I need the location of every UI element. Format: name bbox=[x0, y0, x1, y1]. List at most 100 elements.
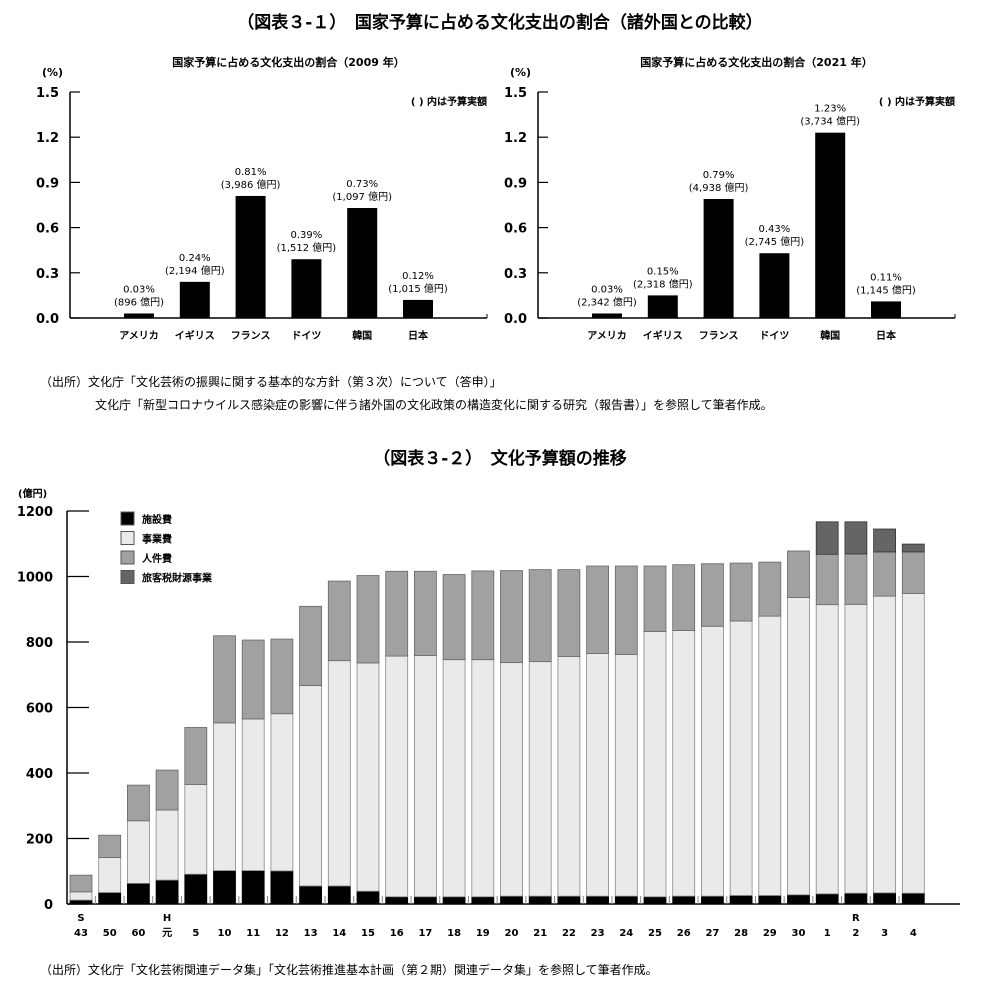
value-label: 1.23% bbox=[814, 104, 846, 115]
legend-label: 事業費 bbox=[142, 533, 172, 546]
project-segment bbox=[586, 653, 609, 897]
facility-segment bbox=[901, 892, 925, 905]
facility-segment bbox=[672, 895, 696, 905]
facility-segment bbox=[873, 892, 896, 905]
personnel-segment bbox=[500, 570, 523, 664]
category-label: 4 bbox=[910, 928, 917, 939]
y-tick-label: 0.0 bbox=[504, 312, 527, 327]
personnel-segment bbox=[213, 635, 236, 724]
amount-label: (2,194 億円) bbox=[165, 264, 225, 277]
bar bbox=[647, 295, 678, 318]
category-label: 60 bbox=[131, 928, 145, 939]
bar bbox=[703, 198, 734, 318]
y-tick-label: 600 bbox=[26, 702, 53, 717]
personnel-segment bbox=[643, 565, 667, 632]
category-label: 13 bbox=[304, 928, 318, 939]
project-segment bbox=[844, 603, 868, 894]
amount-label: (2,342 億円) bbox=[577, 295, 637, 308]
category-label: 28 bbox=[734, 928, 748, 939]
personnel-segment bbox=[270, 638, 294, 715]
category-label: 50 bbox=[103, 928, 117, 939]
facility-segment bbox=[729, 895, 753, 905]
amount-label: (3,734 億円) bbox=[800, 115, 860, 128]
amount-label: (1,015 億円) bbox=[388, 282, 448, 295]
facility-segment bbox=[471, 896, 495, 905]
figure2-title: （図表３-２） 文化予算額の推移 bbox=[373, 448, 627, 469]
y-tick-label: 0 bbox=[44, 898, 53, 913]
category-label: 韓国 bbox=[352, 329, 372, 342]
value-label: 0.11% bbox=[870, 272, 902, 283]
y-tick-label: 1.2 bbox=[36, 131, 59, 146]
category-label: 元 bbox=[162, 927, 172, 939]
category-label: 11 bbox=[246, 928, 260, 939]
category-label: 日本 bbox=[876, 329, 897, 342]
category-label: 29 bbox=[763, 928, 777, 939]
facility-segment bbox=[155, 879, 179, 905]
y-axis-unit: (億円) bbox=[18, 487, 47, 500]
y-tick-label: 0.9 bbox=[504, 176, 527, 191]
project-segment bbox=[701, 625, 724, 897]
category-label: 10 bbox=[218, 928, 232, 939]
amount-label: (1,145 億円) bbox=[856, 283, 916, 296]
y-tick-label: 200 bbox=[26, 833, 53, 848]
category-label: 30 bbox=[792, 928, 806, 939]
personnel-segment bbox=[184, 727, 208, 785]
project-segment bbox=[557, 656, 581, 897]
project-segment bbox=[758, 615, 782, 896]
value-label: 0.39% bbox=[291, 230, 323, 241]
value-label: 0.03% bbox=[591, 284, 623, 295]
personnel-segment bbox=[471, 570, 495, 661]
personnel-segment bbox=[873, 551, 896, 597]
facility-segment bbox=[758, 895, 782, 905]
facility-segment bbox=[844, 892, 868, 905]
project-segment bbox=[528, 661, 552, 897]
category-label: 22 bbox=[562, 928, 576, 939]
category-label: アメリカ bbox=[119, 330, 159, 342]
facility-segment bbox=[614, 895, 638, 905]
bar bbox=[235, 195, 266, 318]
facility-segment bbox=[270, 870, 294, 905]
category-label: フランス bbox=[231, 330, 271, 342]
personnel-segment bbox=[901, 551, 925, 594]
personnel-segment bbox=[155, 769, 179, 811]
personnel-segment bbox=[787, 550, 810, 598]
category-label: 24 bbox=[619, 928, 633, 939]
facility-segment bbox=[701, 895, 724, 905]
bar bbox=[179, 281, 210, 318]
legend-label: 施設費 bbox=[142, 513, 172, 526]
amount-label: (3,986 億円) bbox=[221, 178, 281, 191]
project-segment bbox=[901, 593, 925, 894]
project-segment bbox=[241, 718, 265, 871]
legend-swatch bbox=[120, 570, 135, 584]
facility-segment bbox=[557, 895, 581, 905]
legend-swatch bbox=[120, 531, 135, 545]
bar bbox=[815, 132, 846, 318]
project-segment bbox=[127, 820, 150, 884]
y-tick-label: 0.9 bbox=[36, 176, 59, 191]
value-label: 0.03% bbox=[123, 284, 155, 295]
category-label: 3 bbox=[881, 928, 888, 939]
facility-segment bbox=[356, 890, 380, 905]
value-label: 0.12% bbox=[402, 271, 434, 282]
facility-segment bbox=[586, 895, 609, 905]
category-label: 18 bbox=[447, 928, 461, 939]
project-segment bbox=[184, 784, 208, 875]
chart-title: 国家予算に占める文化支出の割合（2009 年） bbox=[172, 55, 404, 69]
personnel-segment bbox=[127, 784, 150, 822]
project-segment bbox=[413, 655, 437, 898]
personnel-segment bbox=[815, 553, 839, 606]
y-tick-label: 0.3 bbox=[504, 267, 527, 282]
era-label: R bbox=[852, 913, 860, 924]
bar bbox=[759, 253, 790, 318]
facility-segment bbox=[327, 885, 351, 905]
y-tick-label: 1.5 bbox=[36, 86, 59, 101]
project-segment bbox=[98, 857, 122, 893]
y-tick-label: 0.6 bbox=[504, 222, 527, 237]
amount-label: (896 億円) bbox=[114, 295, 164, 308]
category-label: 25 bbox=[648, 928, 662, 939]
chart-note: ( ) 内は予算実額 bbox=[879, 95, 955, 108]
facility-segment bbox=[500, 895, 523, 905]
value-label: 0.24% bbox=[179, 253, 211, 264]
